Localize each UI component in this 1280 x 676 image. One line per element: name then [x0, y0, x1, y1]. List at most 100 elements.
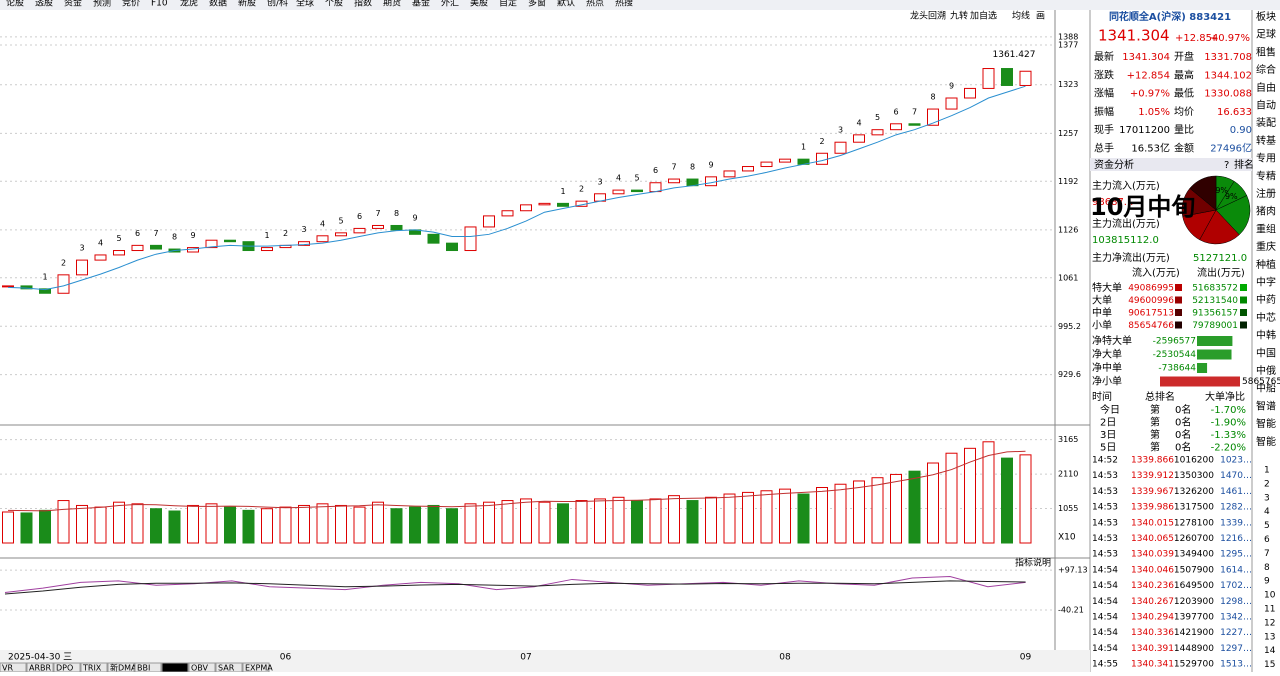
menu-item[interactable]: 创/科	[267, 0, 288, 9]
td-count: 9	[190, 231, 195, 240]
volume-bar	[668, 495, 680, 544]
tab-label[interactable]: SAR	[218, 664, 235, 673]
volume-bar	[612, 496, 625, 544]
volume-bar	[760, 490, 773, 544]
menu-item[interactable]: 个股	[325, 0, 343, 9]
tick-cell: 1278100	[1174, 518, 1214, 528]
rank-cell: 第	[1150, 403, 1160, 416]
top-bar	[0, 0, 1280, 10]
row-number: 13	[1264, 632, 1275, 642]
sector[interactable]: 租售	[1256, 45, 1276, 58]
quote-value: 1341.304	[1122, 52, 1170, 63]
sector[interactable]: 中芯	[1256, 311, 1276, 324]
sector[interactable]: 中药	[1256, 293, 1276, 306]
menu-item[interactable]: 期货	[383, 0, 401, 9]
sector[interactable]: 板块	[1256, 10, 1276, 23]
volume-bar	[94, 506, 107, 544]
tab-label[interactable]: MTM	[164, 664, 183, 673]
mtm-ma	[4, 580, 1026, 595]
help[interactable]: ?	[1224, 160, 1229, 171]
volume-bar	[908, 470, 921, 544]
tick-cell: 1339.967	[1131, 487, 1174, 497]
menu-item[interactable]: 热点	[586, 0, 604, 9]
menu-item[interactable]: 自定	[499, 0, 517, 9]
chart-tool[interactable]: 九转	[950, 10, 968, 22]
sector[interactable]: 中字	[1256, 276, 1276, 289]
indicator-help[interactable]: 指标说明	[1015, 557, 1051, 569]
tick-cell: 1340.391	[1131, 644, 1174, 654]
tick-cell: 1340.015	[1131, 518, 1174, 528]
sector[interactable]: 中国	[1256, 346, 1276, 359]
menu-item[interactable]: 默认	[557, 0, 575, 9]
menu-item[interactable]: 外汇	[441, 0, 459, 9]
sector[interactable]: 中韩	[1256, 329, 1276, 342]
sector[interactable]: 中俄	[1256, 364, 1276, 377]
sector[interactable]: 中船	[1256, 382, 1276, 395]
volume-bar	[224, 506, 236, 544]
menu-item[interactable]: 多窗	[528, 0, 546, 9]
sector[interactable]: 自动	[1256, 99, 1276, 112]
candle	[298, 241, 310, 246]
quote-label: 振幅	[1094, 105, 1114, 118]
menu-item[interactable]: 热搜	[615, 0, 633, 9]
sector[interactable]: 猪肉	[1256, 205, 1276, 218]
tick-cell: 1339.986	[1131, 503, 1174, 513]
menu-item[interactable]: 龙虎	[180, 0, 198, 9]
chart-tool[interactable]: 加自选	[970, 10, 997, 22]
tab-label[interactable]: 新DMA	[110, 663, 137, 673]
sector[interactable]: 专精	[1256, 169, 1276, 182]
menu-item[interactable]: 资金	[64, 0, 82, 9]
tick-cell: 1297…	[1220, 644, 1252, 654]
sector[interactable]: 足球	[1256, 28, 1276, 41]
menu-item[interactable]: 竞价	[122, 0, 140, 9]
sector[interactable]: 专用	[1256, 152, 1276, 165]
menu-item[interactable]: 论股	[6, 0, 24, 9]
tab-label[interactable]: ARBR	[29, 664, 52, 673]
rank-button[interactable]: 排名	[1234, 158, 1254, 171]
fund-header	[1090, 158, 1252, 171]
menu-item[interactable]: F10	[151, 0, 168, 9]
volume-bar	[242, 509, 255, 544]
tab-label[interactable]: BBI	[137, 664, 150, 673]
sector[interactable]: 智能	[1256, 435, 1276, 448]
menu-item[interactable]: 新股	[238, 0, 256, 9]
sector[interactable]: 重庆	[1256, 240, 1276, 253]
tick-cell: 1340.039	[1131, 550, 1174, 560]
menu-item[interactable]: 基金	[412, 0, 430, 9]
menu-item[interactable]: 数据	[209, 0, 227, 9]
tick-cell: 1023…	[1220, 456, 1252, 466]
rank-cell: -1.33%	[1211, 430, 1246, 441]
menu-item[interactable]: 美股	[470, 0, 488, 9]
tab-label[interactable]: DPO	[56, 664, 73, 673]
sector[interactable]: 装配	[1256, 116, 1276, 129]
td-count: 1	[42, 272, 47, 281]
net-bar	[1197, 363, 1208, 373]
chart-tool[interactable]: 均线	[1012, 10, 1030, 22]
rank-cell: 3日	[1100, 430, 1116, 441]
sector[interactable]: 自由	[1256, 81, 1276, 94]
candle	[205, 239, 218, 249]
td-count: 7	[912, 107, 917, 116]
menu-item[interactable]: 预测	[93, 0, 111, 9]
tab-label[interactable]: OBV	[191, 664, 209, 673]
menu-item[interactable]: 指数	[354, 0, 372, 9]
sector[interactable]: 重组	[1256, 222, 1276, 235]
sector[interactable]: 综合	[1256, 63, 1276, 76]
volume-bar	[686, 500, 699, 544]
row-number: 3	[1264, 493, 1270, 503]
sector[interactable]: 注册	[1256, 187, 1276, 200]
sector[interactable]: 种植	[1256, 258, 1276, 271]
chart-tool[interactable]: 龙头回溯	[910, 10, 946, 22]
tab-label[interactable]: TRIX	[82, 664, 102, 673]
volume-bar	[464, 503, 477, 544]
sector[interactable]: 智谱	[1256, 399, 1276, 412]
menu-item[interactable]: 透股	[35, 0, 53, 9]
tab-label[interactable]: EXPMA	[245, 664, 273, 673]
sector[interactable]: 转基	[1256, 134, 1276, 147]
tab-label[interactable]: VR	[2, 664, 13, 673]
sector[interactable]: 智能	[1256, 417, 1276, 430]
chart-tool[interactable]: 画	[1036, 11, 1045, 22]
menu-item[interactable]: 全球	[296, 0, 314, 9]
y-tick-label: 929.6	[1058, 370, 1081, 379]
